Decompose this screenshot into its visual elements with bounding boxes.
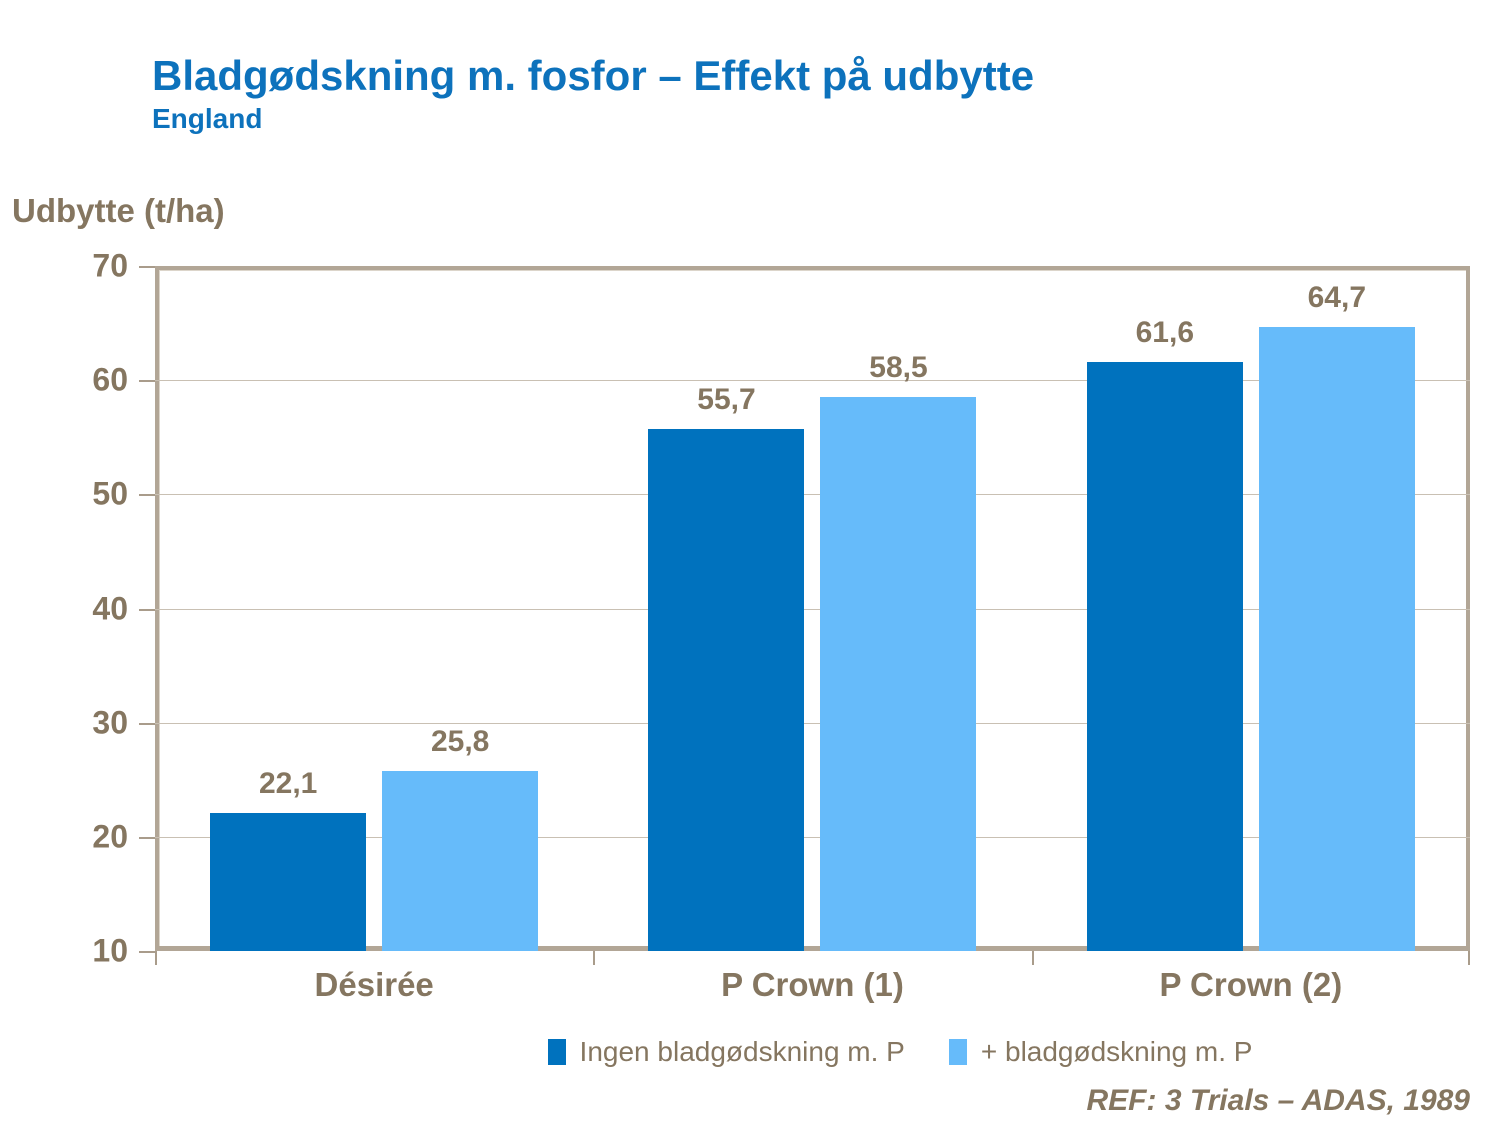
plot-area: 22,1 25,8 55,7 58,5 61,6 64,7 xyxy=(139,266,1470,965)
y-axis-tick xyxy=(139,266,155,268)
bar-desiree-no-p: 22,1 xyxy=(210,767,367,951)
legend-item-no-p: Ingen bladgødskning m. P xyxy=(547,1036,905,1068)
bar-desiree-plus-p: 25,8 xyxy=(382,725,539,951)
y-axis-tick xyxy=(139,494,155,497)
y-axis-tick xyxy=(139,608,155,611)
bar-group-p-crown-1: 55,7 58,5 xyxy=(593,266,1031,951)
bar-p-crown-2-plus-p: 64,7 xyxy=(1258,281,1415,951)
x-axis-tick xyxy=(1031,951,1034,965)
y-tick-label-70: 70 xyxy=(92,247,128,284)
y-axis-title: Udbytte (t/ha) xyxy=(12,192,225,229)
bar-p-crown-1-no-p: 55,7 xyxy=(648,383,805,951)
y-tick-label-40: 40 xyxy=(92,590,128,626)
chart-title: Bladgødskning m. fosfor – Effekt på udby… xyxy=(152,52,1035,99)
category-label-desiree: Désirée xyxy=(314,966,434,1003)
gridline-60 xyxy=(155,380,1470,382)
y-axis-tick xyxy=(139,951,155,953)
y-axis-tick xyxy=(139,722,155,725)
y-tick-label-50: 50 xyxy=(92,475,128,512)
y-tick-label-30: 30 xyxy=(92,704,128,741)
gridline-40 xyxy=(155,608,1470,610)
gridline-30 xyxy=(155,722,1470,724)
y-axis-tick xyxy=(139,836,155,839)
legend: Ingen bladgødskning m. P + bladgødskning… xyxy=(0,1036,1500,1068)
bar-group-desiree: 22,1 25,8 xyxy=(155,266,593,951)
bar-series: 22,1 25,8 55,7 58,5 61,6 64,7 xyxy=(155,266,1470,951)
bar-group-p-crown-2: 61,6 64,7 xyxy=(1032,266,1470,951)
legend-label: + bladgødskning m. P xyxy=(980,1036,1253,1067)
legend-swatch-dark-blue xyxy=(547,1039,566,1065)
y-tick-label-60: 60 xyxy=(92,361,128,398)
reference-note: REF: 3 Trials – ADAS, 1989 xyxy=(1086,1084,1471,1117)
y-axis-tick-labels: 70 60 50 40 30 20 10 xyxy=(0,248,136,969)
x-axis-tick xyxy=(155,951,157,965)
bar-value-label: 22,1 xyxy=(258,766,318,800)
y-axis-tick xyxy=(139,380,155,383)
gridline-50 xyxy=(155,494,1470,496)
legend-item-plus-p: + bladgødskning m. P xyxy=(948,1036,1253,1068)
bar-value-label: 55,7 xyxy=(697,383,756,417)
x-axis-tick xyxy=(593,951,596,965)
chart-subtitle: England xyxy=(152,103,263,135)
y-tick-label-20: 20 xyxy=(92,818,128,855)
bar-value-label: 25,8 xyxy=(430,724,490,758)
category-label-p-crown-2: P Crown (2) xyxy=(1159,966,1343,1003)
bar-p-crown-1-plus-p: 58,5 xyxy=(820,351,977,951)
gridline-20 xyxy=(155,836,1470,838)
legend-swatch-light-blue xyxy=(948,1039,967,1065)
x-axis-tick xyxy=(1468,951,1470,965)
x-axis-category-labels: Désirée P Crown (1) P Crown (2) xyxy=(155,966,1470,1004)
legend-label: Ingen bladgødskning m. P xyxy=(579,1036,905,1067)
y-tick-label-10: 10 xyxy=(92,932,128,969)
category-label-p-crown-1: P Crown (1) xyxy=(721,966,904,1003)
bar-p-crown-2-no-p: 61,6 xyxy=(1086,316,1243,951)
title-block: Bladgødskning m. fosfor – Effekt på udby… xyxy=(152,52,1034,136)
bar-value-label: 64,7 xyxy=(1307,280,1367,314)
bar-value-label: 58,5 xyxy=(869,351,928,385)
bar-value-label: 61,6 xyxy=(1135,315,1195,349)
